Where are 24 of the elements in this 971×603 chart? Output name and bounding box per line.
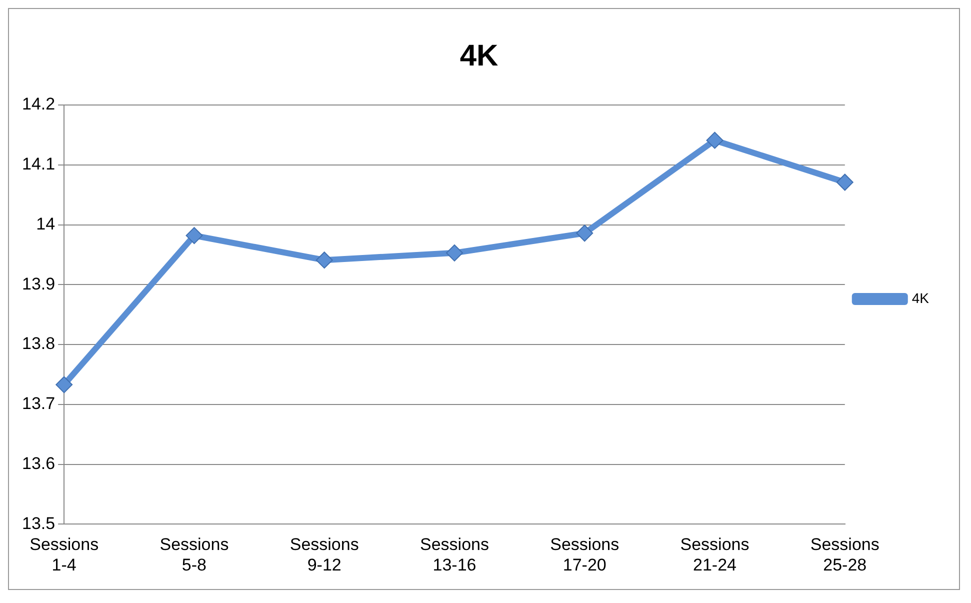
- y-tick-label: 14.2: [22, 94, 56, 114]
- x-tick-label: Sessions 25-28: [810, 535, 880, 574]
- x-tick-label: Sessions 5-8: [160, 535, 229, 574]
- x-tick-label: Sessions 21-24: [680, 535, 750, 574]
- y-tick-label: 13.5: [22, 514, 56, 533]
- point: [706, 132, 724, 149]
- y-tick-label: 13.8: [22, 334, 56, 354]
- y-tick-label: 13.9: [22, 274, 56, 294]
- point: [446, 244, 463, 262]
- y-tick-label: 14.1: [22, 154, 56, 174]
- x-tick-label: Sessions 9-12: [290, 535, 359, 574]
- y-tick-label: 13.7: [22, 394, 56, 414]
- y-tick-label: 13.6: [22, 454, 56, 473]
- point: [186, 227, 203, 244]
- x-tick-label: Sessions 1-4: [30, 535, 99, 574]
- x-tick-label: Sessions 17-20: [550, 535, 620, 574]
- point: [836, 174, 854, 191]
- point: [316, 252, 333, 269]
- point: [56, 376, 73, 394]
- x-tick-label: Sessions 13-16: [420, 535, 489, 574]
- legend-label: 4K: [912, 290, 930, 306]
- chart-title: 4K: [460, 39, 499, 72]
- y-tick-label: 14: [36, 214, 56, 234]
- point: [576, 224, 594, 242]
